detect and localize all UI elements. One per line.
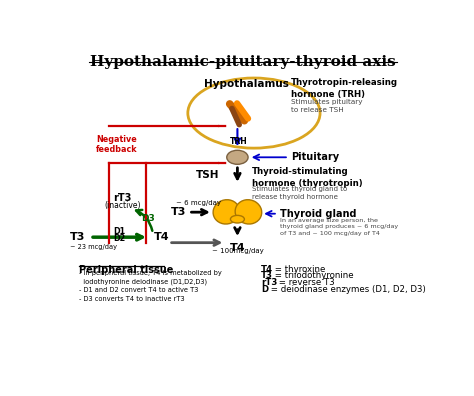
Text: D: D bbox=[261, 285, 268, 294]
Text: ~ 100mcg/day: ~ 100mcg/day bbox=[211, 248, 263, 253]
Text: rT3: rT3 bbox=[261, 278, 278, 287]
Text: Thyroid gland: Thyroid gland bbox=[280, 209, 356, 219]
Text: Negative
feedback: Negative feedback bbox=[95, 135, 137, 154]
Text: = thyroxine: = thyroxine bbox=[272, 265, 325, 274]
Text: Peripheral tissue: Peripheral tissue bbox=[80, 265, 174, 274]
Ellipse shape bbox=[230, 215, 245, 223]
Text: TSH: TSH bbox=[196, 170, 219, 180]
Text: Thyrotropin-releasing
hormone (TRH): Thyrotropin-releasing hormone (TRH) bbox=[291, 78, 398, 99]
Text: T4: T4 bbox=[154, 232, 169, 242]
Text: ~ 6 mcg/day: ~ 6 mcg/day bbox=[175, 200, 220, 206]
Text: = reverse T3: = reverse T3 bbox=[276, 278, 335, 287]
Ellipse shape bbox=[227, 150, 248, 164]
Text: T3: T3 bbox=[261, 271, 273, 280]
Text: T3: T3 bbox=[70, 232, 85, 242]
Text: T3: T3 bbox=[171, 207, 186, 217]
Text: T4: T4 bbox=[229, 243, 245, 253]
Text: = triiodothyronine: = triiodothyronine bbox=[272, 271, 354, 280]
Ellipse shape bbox=[213, 200, 240, 224]
Text: D3: D3 bbox=[141, 214, 155, 223]
Text: D2: D2 bbox=[113, 234, 125, 243]
Text: TRH: TRH bbox=[229, 137, 247, 146]
Text: rT3: rT3 bbox=[113, 192, 132, 202]
Text: ~ 23 mcg/day: ~ 23 mcg/day bbox=[70, 244, 117, 250]
Text: In an average size person, the
thyroid gland produces ~ 6 mcg/day
of T3 and ~ 10: In an average size person, the thyroid g… bbox=[280, 218, 398, 236]
Text: T4: T4 bbox=[261, 265, 273, 274]
Text: Pituitary: Pituitary bbox=[291, 152, 339, 162]
Text: Hypothalamic-pituitary-thyroid axis: Hypothalamic-pituitary-thyroid axis bbox=[90, 55, 396, 69]
Text: Stimulates pituitary
to release TSH: Stimulates pituitary to release TSH bbox=[291, 99, 362, 113]
Text: Stimulates thyroid gland to
release thyroid hormone: Stimulates thyroid gland to release thyr… bbox=[252, 186, 347, 200]
Text: - In peripheral tissue, T4 is metabolized by
  iodothyronine deiodinase (D1,D2,D: - In peripheral tissue, T4 is metabolize… bbox=[80, 270, 222, 301]
Text: (inactive): (inactive) bbox=[104, 201, 141, 210]
Text: = deiodinase enzymes (D1, D2, D3): = deiodinase enzymes (D1, D2, D3) bbox=[267, 285, 425, 294]
Text: Hypothalamus: Hypothalamus bbox=[204, 78, 289, 88]
Text: D1: D1 bbox=[113, 227, 125, 236]
Text: Thyroid-stimulating
hormone (thyrotropin): Thyroid-stimulating hormone (thyrotropin… bbox=[252, 167, 363, 188]
Ellipse shape bbox=[235, 200, 262, 224]
